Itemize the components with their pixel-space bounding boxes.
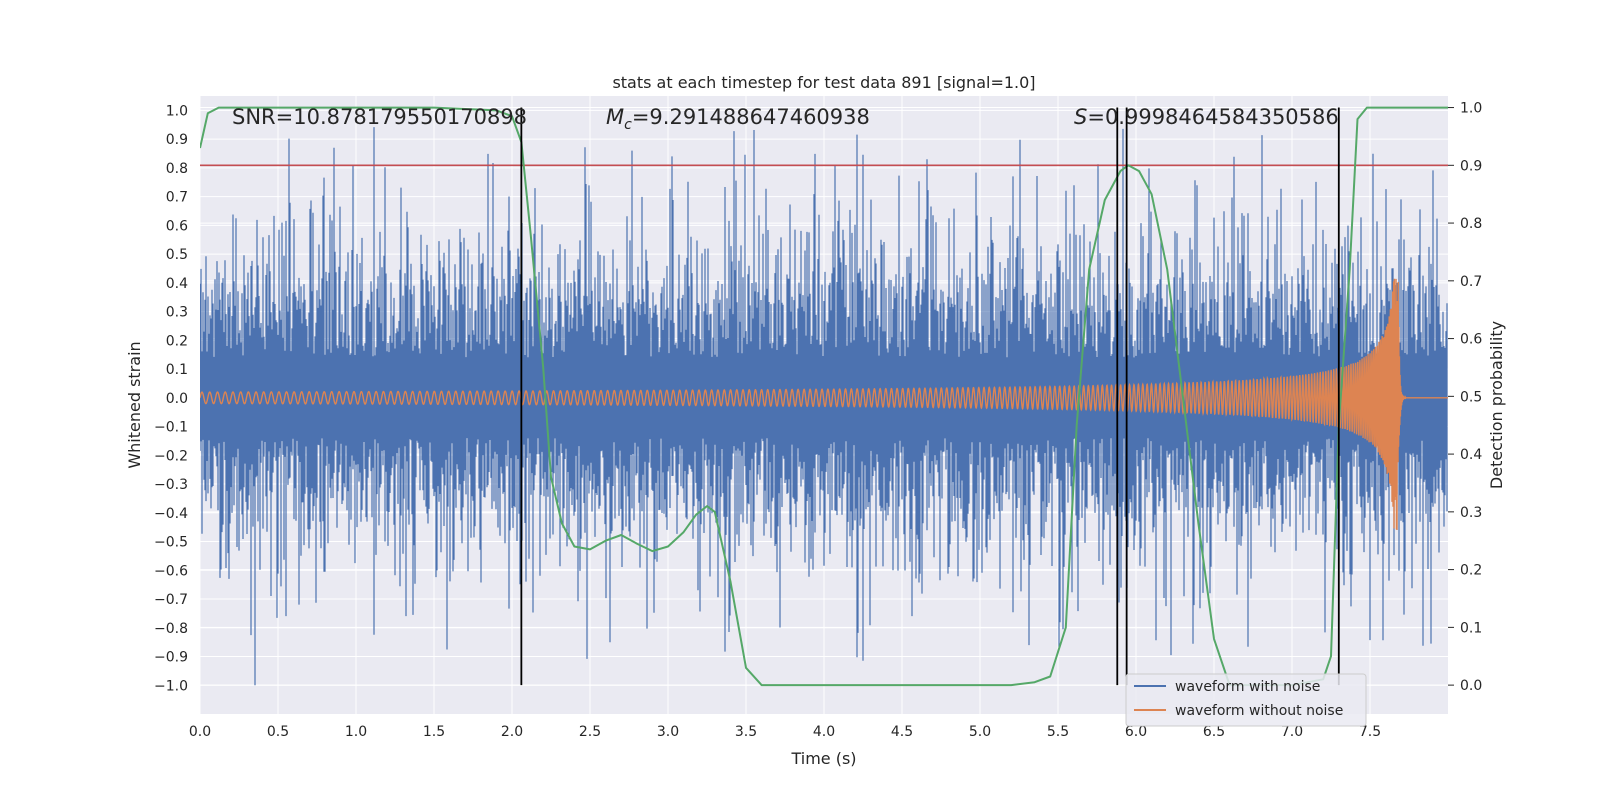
- y2-tick-label: 0.0: [1460, 678, 1482, 694]
- y2-tick-label: 0.3: [1460, 505, 1482, 521]
- y-tick-label: 0.3: [166, 305, 188, 321]
- snr-annotation: SNR=10.878179550170898: [232, 105, 527, 129]
- x-tick-label: 3.0: [657, 724, 679, 740]
- x-tick-label: 0.0: [189, 724, 211, 740]
- y-tick-label: −0.2: [154, 448, 188, 464]
- x-tick-label: 2.5: [579, 724, 601, 740]
- y-axis-label: Whitened strain: [125, 341, 144, 468]
- x-tick-label: 5.0: [969, 724, 991, 740]
- y2-tick-label: 0.8: [1460, 216, 1482, 232]
- y-tick-label: 0.2: [166, 333, 188, 349]
- y2-tick-label: 0.4: [1460, 447, 1482, 463]
- y-tick-label: 0.1: [166, 362, 188, 378]
- y-tick-label: −1.0: [154, 678, 188, 694]
- series-waveform-without-noise: [200, 278, 1448, 530]
- y-tick-label: −0.4: [154, 506, 188, 522]
- legend: waveform with noise waveform without noi…: [1125, 673, 1367, 727]
- x-tick-label: 6.5: [1203, 724, 1225, 740]
- significance-annotation: S=0.9998464584350586: [1074, 105, 1339, 129]
- y-tick-label: 0.5: [166, 247, 188, 263]
- x-tick-label: 2.0: [501, 724, 523, 740]
- y-tick-label: 0.0: [166, 391, 188, 407]
- y-tick-label: 0.6: [166, 218, 188, 234]
- chirp-mass-annotation: Mc=9.291488647460938: [606, 105, 870, 133]
- y-tick-label: −0.1: [154, 420, 188, 436]
- legend-label-noise: waveform with noise: [1175, 679, 1320, 695]
- y-tick-label: 0.4: [166, 276, 188, 292]
- x-axis-label: Time (s): [790, 749, 856, 768]
- y-tick-label: 0.8: [166, 161, 188, 177]
- y-tick-label: −0.7: [154, 592, 188, 608]
- y-tick-label: −0.3: [154, 477, 188, 493]
- y2-tick-label: 0.1: [1460, 620, 1482, 636]
- x-tick-label: 3.5: [735, 724, 757, 740]
- x-tick-label: 6.0: [1125, 724, 1147, 740]
- y2-tick-label: 0.7: [1460, 274, 1482, 290]
- x-tick-label: 0.5: [267, 724, 289, 740]
- y-tick-label: 0.9: [166, 132, 188, 148]
- chart-title: stats at each timestep for test data 891…: [612, 73, 1035, 92]
- y2-tick-label: 0.9: [1460, 158, 1482, 174]
- y2-tick-label: 0.2: [1460, 563, 1482, 579]
- y-tick-label: −0.9: [154, 650, 188, 666]
- y-tick-label: 0.7: [166, 190, 188, 206]
- y2-tick-label: 0.5: [1460, 389, 1482, 405]
- x-tick-label: 1.0: [345, 724, 367, 740]
- y2-tick-label: 1.0: [1460, 101, 1482, 117]
- y-tick-label: −0.6: [154, 563, 188, 579]
- tick-layer: 0.0 0.5 1.0 1.5 2.0 2.5 3.0 3.5 4.0 4.5 5.0 5.5 6.0 6…: [154, 101, 1482, 740]
- x-tick-label: 7.5: [1359, 724, 1381, 740]
- y2-axis-label: Detection probability: [1487, 321, 1506, 489]
- legend-box: [1125, 673, 1367, 727]
- x-tick-label: 4.0: [813, 724, 835, 740]
- y2-tick-label: 0.6: [1460, 332, 1482, 348]
- x-tick-label: 5.5: [1047, 724, 1069, 740]
- y-tick-label: −0.8: [154, 621, 188, 637]
- y-tick-label: 1.0: [166, 103, 188, 119]
- x-tick-label: 4.5: [891, 724, 913, 740]
- x-tick-label: 1.5: [423, 724, 445, 740]
- x-tick-label: 7.0: [1281, 724, 1303, 740]
- y-tick-label: −0.5: [154, 535, 188, 551]
- legend-label-clean: waveform without noise: [1175, 703, 1343, 719]
